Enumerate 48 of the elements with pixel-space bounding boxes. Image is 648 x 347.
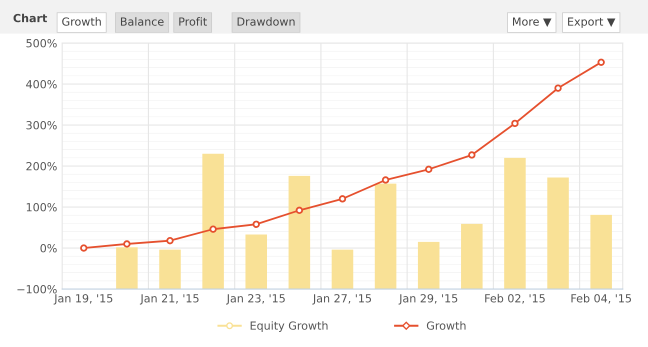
y-tick-label: 500% (26, 39, 57, 48)
y-tick-label: 400% (26, 80, 57, 88)
point (425, 166, 432, 173)
bar (461, 224, 483, 290)
text: Balance (120, 17, 164, 26)
point (382, 176, 390, 184)
legend-label: Growth (426, 321, 466, 330)
text: Growth (62, 17, 101, 26)
bar (116, 247, 138, 290)
bar (590, 214, 612, 290)
bar (547, 178, 569, 290)
text: More ▼ (513, 18, 552, 27)
y-tick-label: 200% (26, 162, 57, 170)
x-tick-label: Jan 27, '15 (312, 294, 372, 305)
text: Export ▼ (568, 18, 616, 28)
point (296, 206, 304, 214)
x-tick-label: Jan 19, '15 (54, 294, 112, 305)
legend-label: Equity Growth (250, 321, 328, 332)
chart-title: Chart (14, 14, 48, 22)
bar (374, 184, 396, 290)
x-tick-label: Jan 23, '15 (226, 294, 285, 305)
bar (288, 176, 310, 290)
bar (418, 242, 440, 290)
y-tick-label: 0% (40, 244, 57, 252)
bar (245, 234, 268, 290)
point (252, 220, 260, 228)
point (468, 151, 476, 159)
bar (202, 154, 224, 290)
point (80, 244, 88, 252)
x-tick-label: Feb 04, '15 (571, 294, 631, 304)
point (209, 226, 217, 233)
point (338, 195, 346, 203)
y-tick-label: −100% (17, 285, 57, 294)
x-tick-label: Jan 29, '15 (398, 294, 458, 305)
x-tick-label: Jan 21, '15 (140, 294, 199, 305)
y-tick-label: 100% (26, 203, 57, 212)
text: Drawdown (238, 17, 295, 26)
text: Profit (179, 17, 207, 26)
point (597, 58, 605, 66)
bar (504, 158, 526, 290)
point (554, 84, 562, 92)
point (123, 240, 131, 248)
point (511, 120, 519, 128)
y-tick-label: 300% (26, 121, 57, 130)
point (166, 236, 174, 244)
x-tick-label: Feb 02, '15 (485, 294, 545, 304)
bar (332, 250, 354, 290)
bar (159, 250, 181, 290)
